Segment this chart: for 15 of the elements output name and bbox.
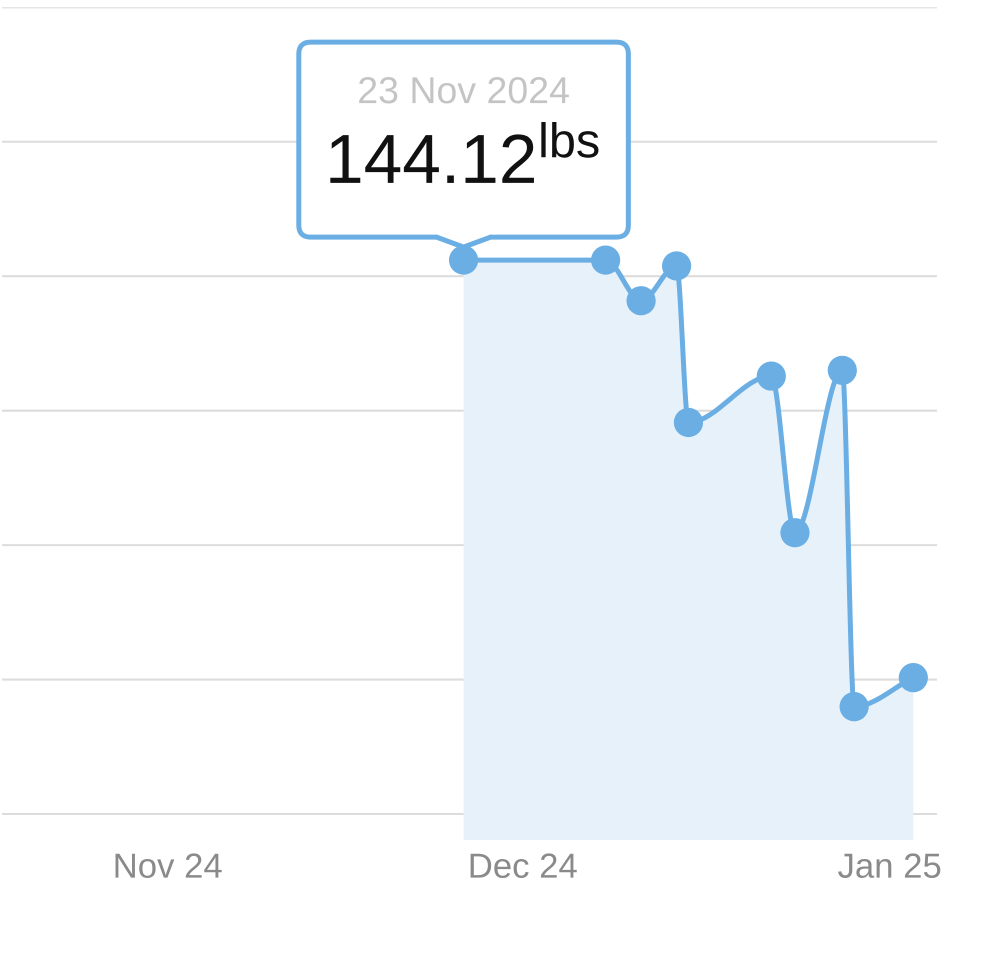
text: 23 Nov 2024 [359,76,569,104]
point [898,663,928,692]
x-tick-label: Dec 24 [470,853,577,878]
point [674,408,704,438]
x-tick-label: Nov 24 [116,853,222,878]
point [840,692,869,722]
point [449,246,478,275]
x-tick-label: Jan 25 [838,853,940,878]
point [828,356,857,385]
point [756,362,786,391]
annotation: 144.12$^{lbs}$ [330,122,598,183]
point [780,518,810,548]
point [662,251,692,281]
point [626,286,656,316]
point [591,246,620,275]
